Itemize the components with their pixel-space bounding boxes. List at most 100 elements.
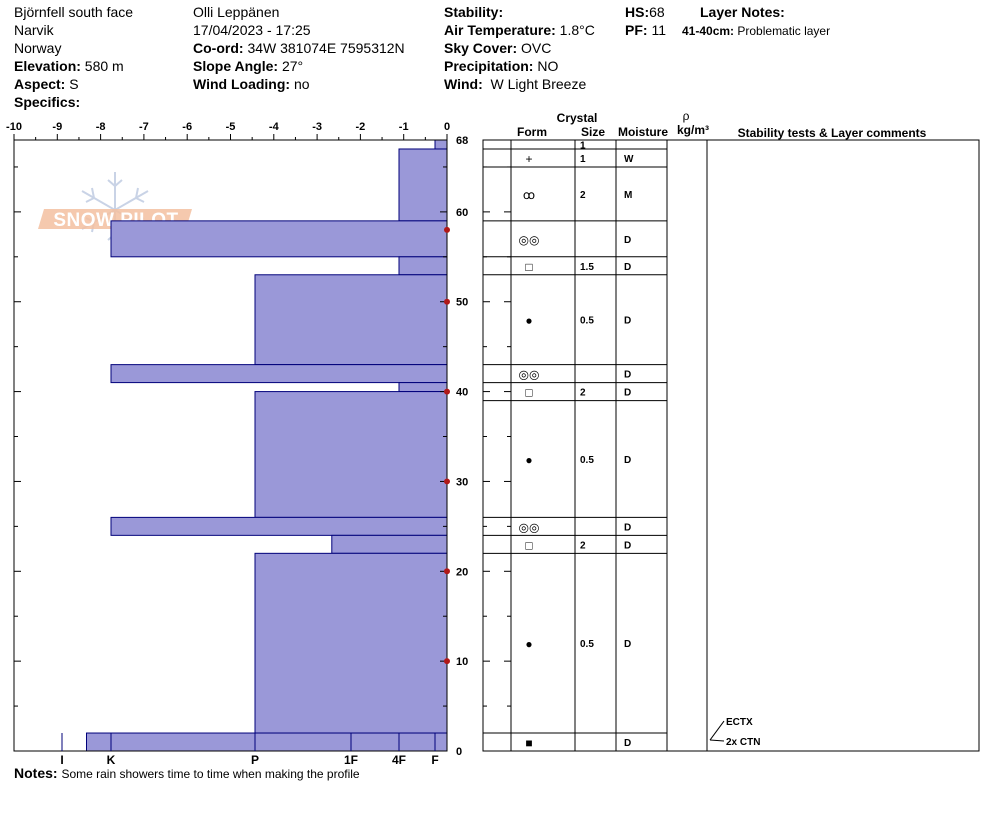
height-tick-label: 10 bbox=[456, 656, 468, 668]
temp-tick-label: -8 bbox=[96, 121, 106, 133]
height-tick-label: 30 bbox=[456, 476, 468, 488]
hardness-bar bbox=[110, 220, 448, 258]
moisture-header: Moisture bbox=[618, 125, 668, 139]
moisture-value: D bbox=[624, 738, 631, 749]
temp-tick-label: -5 bbox=[226, 121, 236, 133]
layer-rows: 1 + 1 Wꝏ 2 M ◎◎ D □ 1.5 D ● 0.5 D ◎◎ D □ 2 D ● 0.5 D ◎◎ D □ 2 D ● 0.… bbox=[483, 139, 667, 752]
temperature-point bbox=[444, 298, 450, 305]
layer-note-range: 41-40cm: bbox=[682, 24, 735, 38]
precip-value: NO bbox=[537, 58, 559, 74]
crystal-size: 0.5 bbox=[580, 455, 594, 466]
hardness-bar bbox=[398, 382, 448, 393]
notes-row: Notes: Some rain showers time to time wh… bbox=[14, 765, 360, 781]
temperature-points bbox=[444, 226, 450, 665]
specifics-row: Specifics: bbox=[14, 94, 81, 110]
crystal-size: 2 bbox=[580, 190, 586, 201]
air-temp-row: Air Temperature: 1.8°C bbox=[444, 22, 595, 38]
stability-row: Stability: bbox=[444, 4, 504, 20]
hardness-axis: I K P 1F 4F F bbox=[60, 733, 439, 767]
temperature-axis: -10 -9 -8 -7 -6 -5 -4 -3 -2 -1 0 bbox=[6, 121, 450, 140]
moisture-value: D bbox=[624, 522, 631, 533]
slope-value: 27° bbox=[281, 58, 304, 74]
temperature-point bbox=[444, 658, 450, 665]
hardness-bar bbox=[110, 364, 448, 384]
height-tick-label: 0 bbox=[456, 746, 462, 758]
wind-loading-row: Wind Loading: no bbox=[193, 76, 310, 92]
crystal-form-symbol: ● bbox=[525, 637, 532, 651]
wind-row: Wind: W Light Breeze bbox=[444, 76, 587, 92]
height-tick-label: 68 bbox=[456, 135, 468, 147]
hardness-bar bbox=[331, 534, 448, 554]
crystal-form-symbol: + bbox=[525, 152, 532, 166]
aspect-value: S bbox=[69, 76, 79, 92]
country-name: Norway bbox=[14, 40, 62, 56]
layer-table-frame bbox=[482, 139, 980, 752]
crystal-size: 2 bbox=[580, 388, 586, 399]
crystal-form-symbol: ● bbox=[525, 453, 532, 467]
temperature-point bbox=[444, 478, 450, 485]
hardness-bar bbox=[398, 256, 448, 276]
height-tick-label: 40 bbox=[456, 387, 468, 399]
crystal-size: 2 bbox=[580, 540, 586, 551]
elevation-row: Elevation: 580 m bbox=[14, 58, 124, 74]
wind-loading-value: no bbox=[293, 76, 310, 92]
hardness-label: P bbox=[251, 753, 259, 767]
hardness-bar bbox=[254, 274, 448, 366]
crystal-size: 0.5 bbox=[580, 639, 594, 650]
crystal-form-symbol: ● bbox=[525, 314, 532, 328]
region-name: Narvik bbox=[14, 22, 54, 38]
hardness-bar bbox=[398, 148, 448, 222]
crystal-form-symbol: ◎◎ bbox=[519, 368, 540, 382]
crystal-size: 1.5 bbox=[580, 262, 594, 273]
stability-test-pointer bbox=[709, 720, 725, 741]
slope-row: Slope Angle: 27° bbox=[193, 58, 304, 74]
hardness-label: K bbox=[107, 753, 116, 767]
temp-tick-label: -2 bbox=[356, 121, 366, 133]
height-axis: 0 10 20 30 40 50 60 68 bbox=[14, 135, 511, 758]
temp-tick-label: -7 bbox=[139, 121, 149, 133]
temp-tick-label: -10 bbox=[6, 121, 22, 133]
density-unit-header: kg/m³ bbox=[677, 123, 709, 137]
temperature-point bbox=[444, 568, 450, 575]
crystal-form-symbol: □ bbox=[525, 260, 532, 274]
layer-note-row: 41-40cm: Problematic layer bbox=[682, 22, 830, 40]
hs-row: HS:68 bbox=[625, 4, 665, 20]
stability-test-pointer bbox=[709, 739, 725, 742]
crystal-header: Crystal bbox=[557, 111, 598, 125]
temperature-point bbox=[444, 388, 450, 395]
temperature-point bbox=[444, 226, 450, 233]
crystal-form-symbol: □ bbox=[525, 386, 532, 400]
observation-datetime: 17/04/2023 - 17:25 bbox=[193, 22, 311, 38]
height-tick-label: 60 bbox=[456, 207, 468, 219]
hardness-bar bbox=[86, 732, 448, 752]
crystal-size: 0.5 bbox=[580, 316, 594, 327]
precip-row: Precipitation: NO bbox=[444, 58, 559, 74]
observer-name: Olli Leppänen bbox=[193, 4, 280, 20]
profile-location-block: Björnfell south face Narvik Norway Eleva… bbox=[14, 3, 133, 111]
pf-row: PF: 11 bbox=[625, 22, 666, 38]
crystal-size: 1 bbox=[580, 140, 586, 151]
air-temp-value: 1.8°C bbox=[559, 22, 595, 38]
table-header: Crystal Form Size Moisture ρ kg/m³ Stabi… bbox=[517, 109, 927, 140]
comments-header: Stability tests & Layer comments bbox=[738, 126, 927, 140]
moisture-value: W bbox=[624, 154, 634, 165]
stability-test-label: 2x CTN bbox=[726, 737, 760, 748]
size-header: Size bbox=[581, 125, 605, 139]
observer-block: Olli Leppänen 17/04/2023 - 17:25 Co-ord:… bbox=[193, 3, 405, 93]
hardness-label: 4F bbox=[392, 753, 406, 767]
height-tick-label: 50 bbox=[456, 297, 468, 309]
moisture-value: D bbox=[624, 388, 631, 399]
hardness-bar bbox=[434, 139, 448, 150]
form-header: Form bbox=[517, 125, 547, 139]
pf-value: 11 bbox=[651, 22, 666, 38]
notes-text: Some rain showers time to time when maki… bbox=[61, 767, 360, 781]
temp-tick-label: 0 bbox=[444, 121, 450, 133]
crystal-size: 1 bbox=[580, 154, 586, 165]
notes-label: Notes: bbox=[14, 765, 58, 781]
stability-test-label: ECTX bbox=[726, 717, 753, 728]
layer-notes-label: Layer Notes: bbox=[700, 4, 785, 20]
aspect-row: Aspect: S bbox=[14, 76, 79, 92]
moisture-value: D bbox=[624, 540, 631, 551]
height-tick-label: 20 bbox=[456, 566, 468, 578]
hardness-label: F bbox=[431, 753, 438, 767]
